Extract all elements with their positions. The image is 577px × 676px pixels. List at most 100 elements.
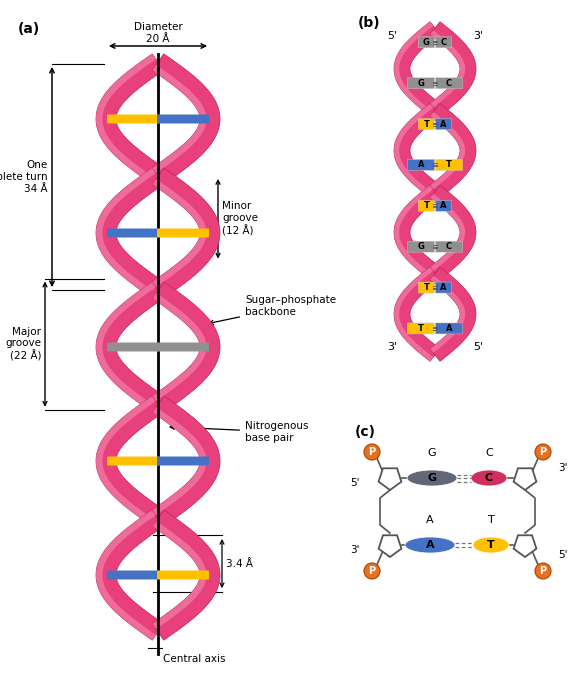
FancyBboxPatch shape [418, 118, 434, 130]
Polygon shape [394, 103, 440, 198]
Polygon shape [394, 22, 440, 116]
Polygon shape [96, 282, 164, 412]
Polygon shape [394, 267, 440, 361]
Polygon shape [152, 407, 207, 515]
FancyBboxPatch shape [418, 282, 434, 293]
Text: G: G [428, 448, 436, 458]
Text: Diameter
20 Å: Diameter 20 Å [134, 22, 182, 44]
Ellipse shape [405, 537, 455, 553]
FancyBboxPatch shape [157, 114, 209, 124]
FancyBboxPatch shape [157, 456, 209, 466]
Polygon shape [152, 282, 220, 412]
Polygon shape [394, 267, 433, 361]
FancyBboxPatch shape [107, 456, 159, 466]
Text: Major
groove
(22 Å): Major groove (22 Å) [5, 327, 41, 362]
FancyBboxPatch shape [436, 118, 452, 130]
Circle shape [364, 563, 380, 579]
Text: C: C [441, 38, 447, 47]
Text: (b): (b) [358, 16, 381, 30]
Text: A: A [440, 201, 447, 210]
FancyBboxPatch shape [156, 514, 158, 523]
FancyBboxPatch shape [156, 285, 158, 295]
Ellipse shape [473, 537, 509, 553]
FancyBboxPatch shape [436, 323, 463, 334]
Polygon shape [394, 103, 433, 198]
Polygon shape [152, 168, 220, 298]
FancyBboxPatch shape [156, 400, 158, 408]
Text: C: C [446, 242, 452, 251]
Text: A: A [418, 160, 424, 170]
FancyBboxPatch shape [158, 627, 160, 637]
Polygon shape [152, 396, 220, 527]
Polygon shape [430, 22, 476, 116]
Polygon shape [96, 396, 156, 527]
Polygon shape [430, 103, 476, 198]
Polygon shape [394, 22, 433, 116]
Polygon shape [430, 267, 476, 361]
Text: G: G [418, 78, 424, 88]
Polygon shape [394, 185, 440, 280]
Text: (a): (a) [18, 22, 40, 36]
FancyBboxPatch shape [407, 323, 434, 334]
Text: A: A [446, 324, 452, 333]
Text: C: C [485, 473, 493, 483]
Text: 3.4 Å: 3.4 Å [226, 558, 253, 569]
Text: Nitrogenous
base pair: Nitrogenous base pair [170, 421, 309, 443]
Text: P: P [369, 447, 376, 457]
FancyBboxPatch shape [158, 514, 160, 523]
Ellipse shape [471, 470, 507, 486]
Text: 5': 5' [350, 478, 359, 488]
FancyBboxPatch shape [436, 160, 463, 170]
Text: T: T [488, 515, 494, 525]
Text: P: P [539, 566, 546, 576]
Circle shape [535, 563, 551, 579]
Polygon shape [152, 510, 220, 640]
Polygon shape [96, 396, 164, 527]
Polygon shape [96, 54, 164, 185]
Text: 3': 3' [387, 342, 397, 352]
FancyBboxPatch shape [157, 571, 209, 579]
Text: 3': 3' [473, 31, 483, 41]
Text: 3': 3' [559, 463, 568, 473]
Text: A: A [426, 515, 434, 525]
Circle shape [535, 444, 551, 460]
Text: T: T [487, 540, 495, 550]
Polygon shape [96, 282, 156, 412]
Text: A: A [426, 540, 434, 550]
Text: 5': 5' [473, 342, 483, 352]
Text: One
complete turn
34 Å: One complete turn 34 Å [0, 160, 48, 193]
Polygon shape [96, 168, 164, 298]
FancyBboxPatch shape [156, 627, 158, 637]
Text: 3': 3' [350, 545, 359, 555]
FancyBboxPatch shape [418, 200, 434, 212]
FancyBboxPatch shape [158, 400, 160, 408]
Polygon shape [430, 30, 465, 107]
FancyBboxPatch shape [157, 343, 209, 352]
Circle shape [364, 444, 380, 460]
FancyBboxPatch shape [107, 228, 159, 237]
Text: Sugar–phosphate
backbone: Sugar–phosphate backbone [209, 295, 336, 324]
FancyBboxPatch shape [436, 282, 452, 293]
Text: T: T [418, 324, 424, 333]
Text: 5': 5' [387, 31, 397, 41]
Text: C: C [485, 448, 493, 458]
Polygon shape [430, 112, 465, 189]
Polygon shape [96, 168, 156, 298]
Polygon shape [152, 65, 207, 173]
FancyBboxPatch shape [418, 37, 434, 48]
Text: T: T [424, 120, 429, 128]
Text: G: G [428, 473, 437, 483]
FancyBboxPatch shape [407, 160, 434, 170]
Polygon shape [152, 293, 207, 402]
Text: P: P [369, 566, 376, 576]
Text: C: C [446, 78, 452, 88]
Polygon shape [96, 510, 164, 640]
Text: A: A [440, 120, 447, 128]
FancyBboxPatch shape [156, 57, 158, 66]
FancyBboxPatch shape [157, 228, 209, 237]
Text: Minor
groove
(12 Å): Minor groove (12 Å) [222, 201, 258, 236]
FancyBboxPatch shape [407, 241, 434, 252]
Text: T: T [424, 201, 429, 210]
Text: Central axis: Central axis [163, 654, 226, 664]
FancyBboxPatch shape [436, 78, 463, 89]
